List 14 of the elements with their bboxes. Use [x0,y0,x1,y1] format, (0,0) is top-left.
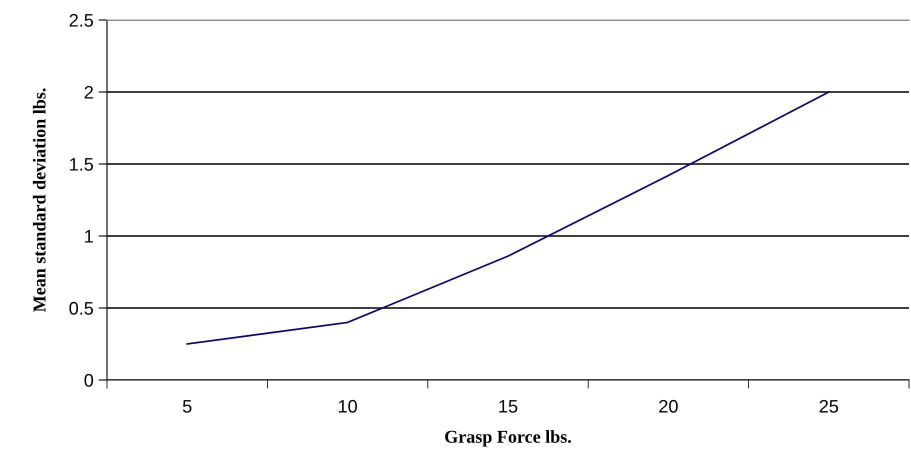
x-tick-label: 25 [820,400,838,413]
x-axis-title: Grasp Force lbs. [445,430,571,447]
y-axis-title: Mean standard deviation lbs. [32,88,46,312]
y-tick-label: 1.5 [70,158,94,171]
x-tick-label: 20 [659,400,678,413]
x-tick-label: 5 [182,400,192,413]
y-tick-label: 0.5 [69,302,94,315]
y-tick-label: 2 [84,86,93,99]
y-tick-label: 0 [84,374,94,387]
y-tick-label: 2.5 [70,14,94,27]
x-tick-label: 10 [338,400,357,413]
x-tick-label: 15 [499,400,518,413]
line-series [186,91,830,345]
y-tick-label: 1 [85,230,93,243]
